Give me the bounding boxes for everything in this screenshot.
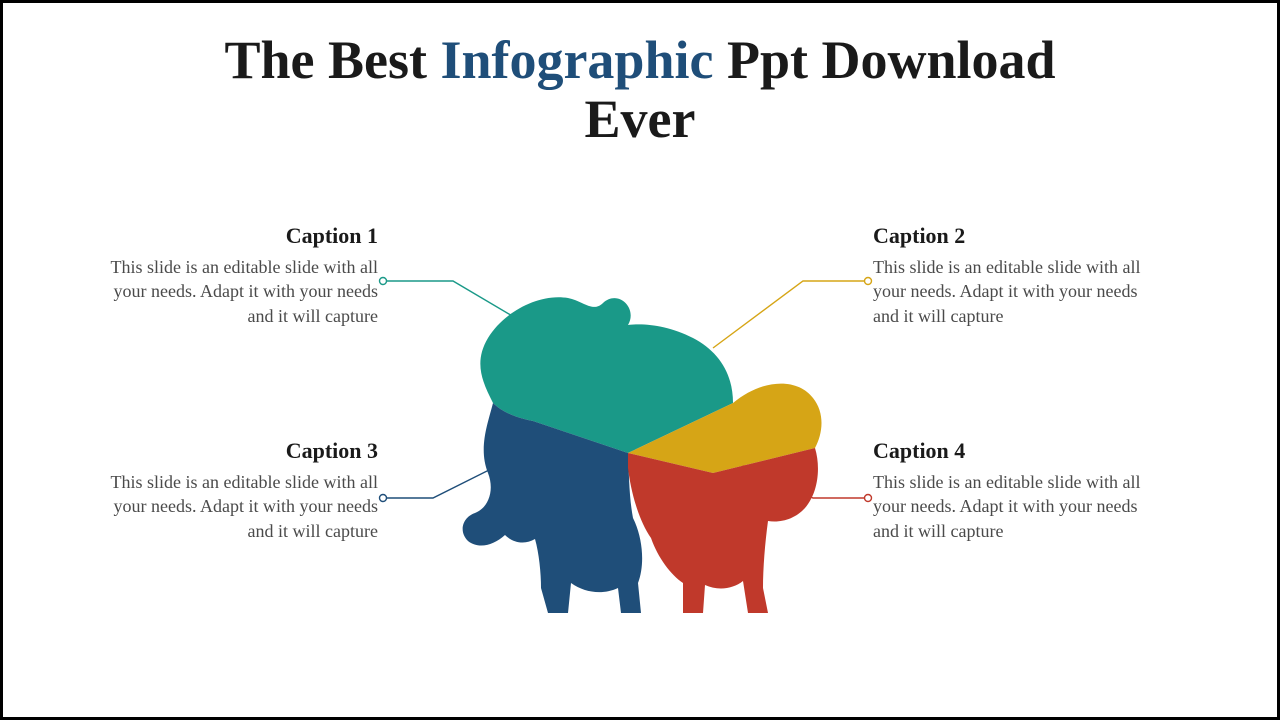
animal-diagram xyxy=(433,283,833,623)
leader-dot-3 xyxy=(380,495,387,502)
leader-dot-1 xyxy=(380,278,387,285)
slide-title: The Best Infographic Ppt Download Ever xyxy=(3,31,1277,150)
caption-body-3: This slide is an editable slide with all… xyxy=(98,470,378,543)
caption-block-1: Caption 1 This slide is an editable slid… xyxy=(98,223,378,328)
caption-title-4: Caption 4 xyxy=(873,438,1153,464)
caption-block-3: Caption 3 This slide is an editable slid… xyxy=(98,438,378,543)
segment-bottom-rear xyxy=(628,448,818,613)
title-suffix: Ppt Download xyxy=(713,30,1055,90)
title-line2: Ever xyxy=(3,90,1277,149)
slide-frame: The Best Infographic Ppt Download Ever C… xyxy=(0,0,1280,720)
caption-body-2: This slide is an editable slide with all… xyxy=(873,255,1153,328)
caption-title-3: Caption 3 xyxy=(98,438,378,464)
leader-dot-2 xyxy=(865,278,872,285)
caption-body-4: This slide is an editable slide with all… xyxy=(873,470,1153,543)
caption-title-2: Caption 2 xyxy=(873,223,1153,249)
caption-title-1: Caption 1 xyxy=(98,223,378,249)
caption-block-2: Caption 2 This slide is an editable slid… xyxy=(873,223,1153,328)
caption-block-4: Caption 4 This slide is an editable slid… xyxy=(873,438,1153,543)
leader-dot-4 xyxy=(865,495,872,502)
title-accent: Infographic xyxy=(440,30,713,90)
title-prefix: The Best xyxy=(224,30,440,90)
caption-body-1: This slide is an editable slide with all… xyxy=(98,255,378,328)
